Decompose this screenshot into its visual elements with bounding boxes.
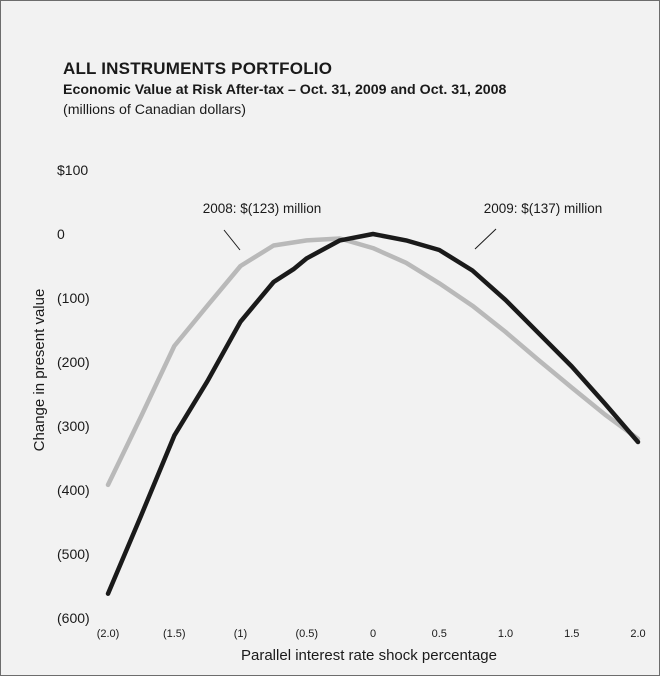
x-tick-label: 2.0 <box>630 628 645 640</box>
x-tick-label: 0 <box>370 628 376 640</box>
y-tick-label: (400) <box>57 482 90 498</box>
x-tick-label: (1) <box>234 628 247 640</box>
y-tick-label: (300) <box>57 418 90 434</box>
x-tick-label: 1.5 <box>564 628 579 640</box>
y-tick-label: $100 <box>57 162 88 178</box>
annotation-label-2009: 2009: $(137) million <box>484 201 603 216</box>
x-tick-label: (1.5) <box>163 628 186 640</box>
y-axis-label: Change in present value <box>31 289 48 452</box>
annotation-label-2008: 2008: $(123) million <box>203 201 322 216</box>
x-tick-label: (2.0) <box>97 628 120 640</box>
chart-subtitle: Economic Value at Risk After-tax – Oct. … <box>63 82 507 98</box>
y-tick-label: (500) <box>57 546 90 562</box>
x-tick-label: 1.0 <box>498 628 513 640</box>
y-tick-label: 0 <box>57 226 65 242</box>
x-tick-label: (0.5) <box>295 628 318 640</box>
annotation-leader-2008 <box>223 229 241 251</box>
chart-title: ALL INSTRUMENTS PORTFOLIO <box>63 59 333 78</box>
y-tick-label: (100) <box>57 290 90 306</box>
annotations: 2008: $(123) million 2009: $(137) million <box>203 201 603 251</box>
y-tick-label: (600) <box>57 610 90 626</box>
x-axis-ticks: (2.0) (1.5) (1) (0.5) 0 0.5 1.0 1.5 2.0 <box>97 628 646 640</box>
x-axis-label: Parallel interest rate shock percentage <box>241 647 497 664</box>
y-axis-ticks: $100 0 (100) (200) (300) (400) (500) (600) <box>57 162 90 626</box>
x-tick-label: 0.5 <box>432 628 447 640</box>
annotation-leader-2009 <box>474 228 497 250</box>
y-tick-label: (200) <box>57 354 90 370</box>
chart-units: (millions of Canadian dollars) <box>63 102 246 118</box>
series-line-2008 <box>105 236 641 488</box>
series-line-2009 <box>105 231 641 596</box>
series-lines <box>105 231 641 596</box>
